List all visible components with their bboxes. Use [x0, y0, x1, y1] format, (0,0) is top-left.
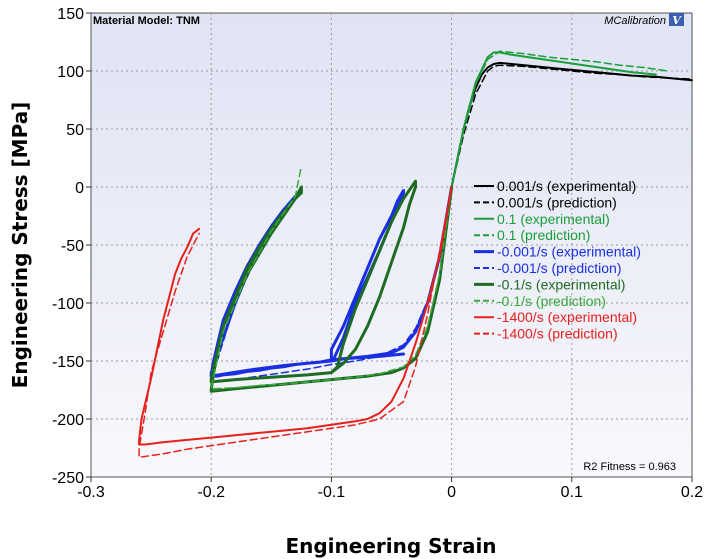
legend-label: 0.001/s (prediction): [497, 194, 617, 210]
y-tick-label: 0: [75, 180, 84, 197]
series-line-0-1-experimental: [450, 51, 657, 188]
x-tick-label: -0.2: [197, 484, 225, 501]
header-left: Material Model: TNM: [93, 15, 200, 27]
series-group: [138, 50, 693, 459]
y-tick-label: -200: [52, 412, 84, 429]
legend-label: 0.1 (prediction): [497, 227, 590, 243]
legend-label: -0.001/s (experimental): [497, 244, 641, 260]
y-tick-label: -250: [52, 470, 84, 487]
legend-label: -0.1/s (prediction): [497, 293, 606, 309]
series-line-0-1-s-prediction: [210, 165, 453, 390]
series-line-0-001-s-prediction: [450, 64, 693, 188]
series-line-1400-s-experimental: [138, 186, 453, 446]
x-tick-label: -0.1: [318, 484, 346, 501]
y-tick-label: -150: [52, 354, 84, 371]
mcalibration-logo-icon: [669, 13, 684, 26]
y-tick-label: 50: [66, 122, 84, 139]
x-tick-label: 0: [447, 484, 456, 501]
legend: 0.001/s (experimental)0.001/s (predictio…: [474, 178, 641, 342]
mcalibration-logo-glyph: V: [672, 14, 682, 27]
x-tick-label: -0.3: [77, 484, 105, 501]
y-tick-label: 100: [57, 64, 84, 81]
tick-labels: -0.3 -0.2 -0.1 0 0.1 0.2 -250 -200 -150 -100 -50 0 5…: [52, 6, 703, 501]
x-tick-label: 0.1: [561, 484, 583, 501]
y-tick-label: -100: [52, 296, 84, 313]
legend-label: -1400/s (prediction): [497, 326, 618, 342]
header-right: MCalibration: [604, 15, 666, 27]
legend-label: -0.001/s (prediction): [497, 260, 622, 276]
legend-label: -0.1/s (experimental): [497, 276, 625, 292]
fitness-label: R2 Fitness = 0.963: [583, 461, 676, 473]
legend-label: 0.001/s (experimental): [497, 178, 636, 194]
y-axis-title: Engineering Stress [MPa]: [8, 102, 32, 389]
y-tick-label: -50: [61, 238, 84, 255]
series-line-1400-s-prediction: [138, 186, 453, 459]
y-tick-label: 150: [57, 6, 84, 23]
legend-label: 0.1 (experimental): [497, 211, 610, 227]
x-tick-label: 0.2: [681, 484, 703, 501]
legend-label: -1400/s (experimental): [497, 309, 637, 325]
x-axis-title: Engineering Strain: [285, 534, 496, 558]
